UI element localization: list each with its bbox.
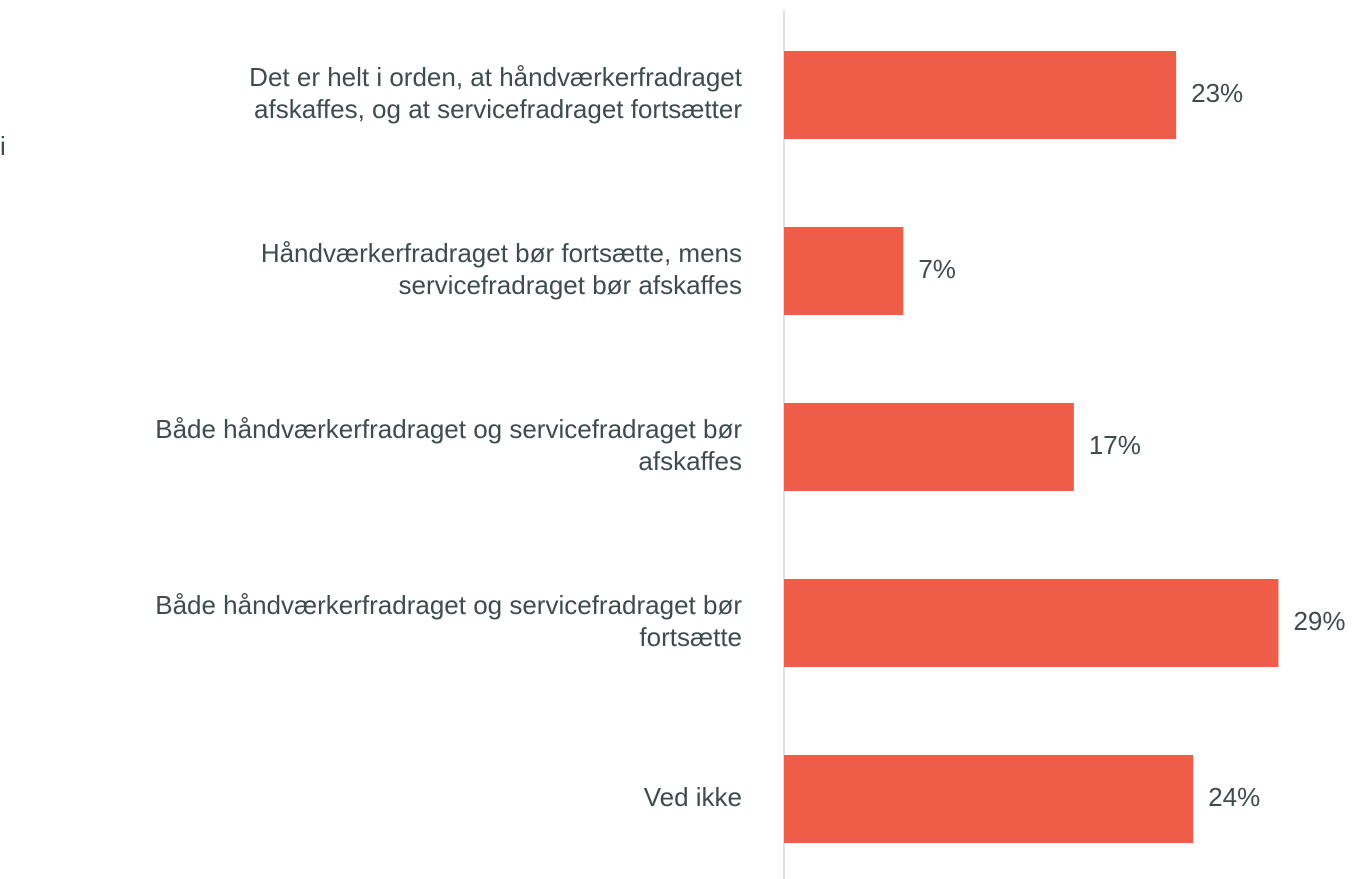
category-label: Både håndværkerfradraget og servicefradr…: [155, 590, 742, 652]
bar: [784, 403, 1074, 491]
bar: [784, 227, 904, 315]
bar: [784, 51, 1177, 139]
category-label: Håndværkerfradraget bør fortsætte, mens s…: [261, 238, 742, 300]
category-label: Det er helt i orden, at håndværkerfradra…: [249, 62, 743, 124]
category-label: Ved ikke: [644, 782, 742, 812]
value-label: 7%: [918, 254, 956, 284]
value-label: 17%: [1089, 430, 1141, 460]
cropped-text: i: [0, 131, 6, 161]
value-label: 29%: [1293, 606, 1345, 636]
category-label: Både håndværkerfradraget og servicefradr…: [155, 414, 742, 476]
value-label: 24%: [1208, 782, 1260, 812]
bar: [784, 755, 1194, 843]
bar: [784, 579, 1279, 667]
value-label: 23%: [1191, 78, 1243, 108]
